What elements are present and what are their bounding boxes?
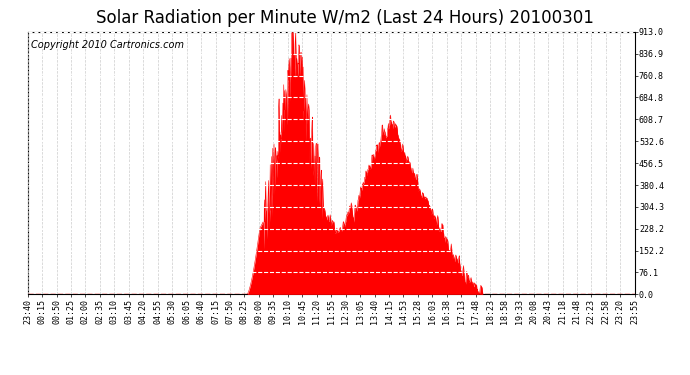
- Text: Solar Radiation per Minute W/m2 (Last 24 Hours) 20100301: Solar Radiation per Minute W/m2 (Last 24…: [96, 9, 594, 27]
- Text: Copyright 2010 Cartronics.com: Copyright 2010 Cartronics.com: [30, 40, 184, 50]
